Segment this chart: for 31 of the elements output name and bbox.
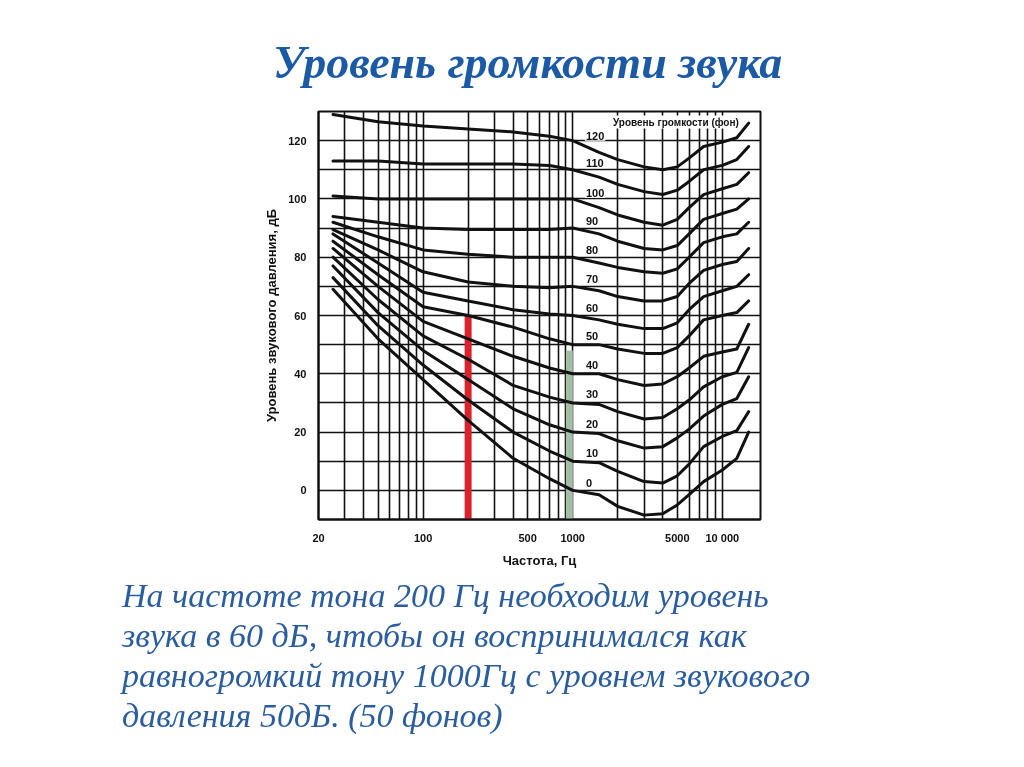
series-label: 100 bbox=[585, 186, 605, 199]
series-label: 40 bbox=[585, 358, 599, 371]
x-axis-title: Частота, Гц bbox=[502, 552, 577, 568]
x-tick-label: 500 bbox=[518, 531, 537, 544]
series-label: 0 bbox=[585, 476, 593, 489]
x-tick-label: 5000 bbox=[665, 531, 690, 544]
series-label: 10 bbox=[585, 446, 599, 459]
series-label: 120 bbox=[585, 129, 605, 142]
chart-title: Уровень громкости звука bbox=[272, 36, 784, 90]
series-label: 90 bbox=[585, 215, 599, 228]
x-tick-label: 100 bbox=[413, 531, 433, 544]
y-tick-label: 0 bbox=[300, 484, 307, 497]
y-tick-label: 60 bbox=[294, 309, 307, 322]
series-label: 50 bbox=[585, 329, 599, 342]
series-label: 70 bbox=[585, 272, 599, 285]
series-label: 60 bbox=[585, 302, 599, 315]
y-tick-label: 80 bbox=[294, 251, 307, 264]
x-tick-label: 20 bbox=[312, 531, 325, 544]
y-tick-label: 40 bbox=[294, 367, 307, 380]
series-label: 30 bbox=[585, 388, 599, 401]
text: На частоте тона 200 Гц необходим уровень звука в 60 дБ, чтобы он воспринимался как равногромкий тону 1000Гц с уровнем звукового давления 50дБ. (50 фонов) bbox=[119, 576, 812, 736]
y-axis-title: Уровень звукового давления, дБ bbox=[264, 208, 280, 423]
legend-title: Уровень громкости (фон) bbox=[612, 116, 739, 128]
series-label: 110 bbox=[585, 157, 604, 170]
x-tick-label: 10 000 bbox=[705, 531, 740, 544]
x-tick-label: 1000 bbox=[560, 531, 585, 544]
y-tick-label: 20 bbox=[294, 426, 307, 439]
y-tick-label: 120 bbox=[288, 134, 307, 147]
series-label: 80 bbox=[585, 244, 599, 257]
y-tick-label: 100 bbox=[288, 192, 307, 205]
series-label: 20 bbox=[585, 417, 599, 430]
